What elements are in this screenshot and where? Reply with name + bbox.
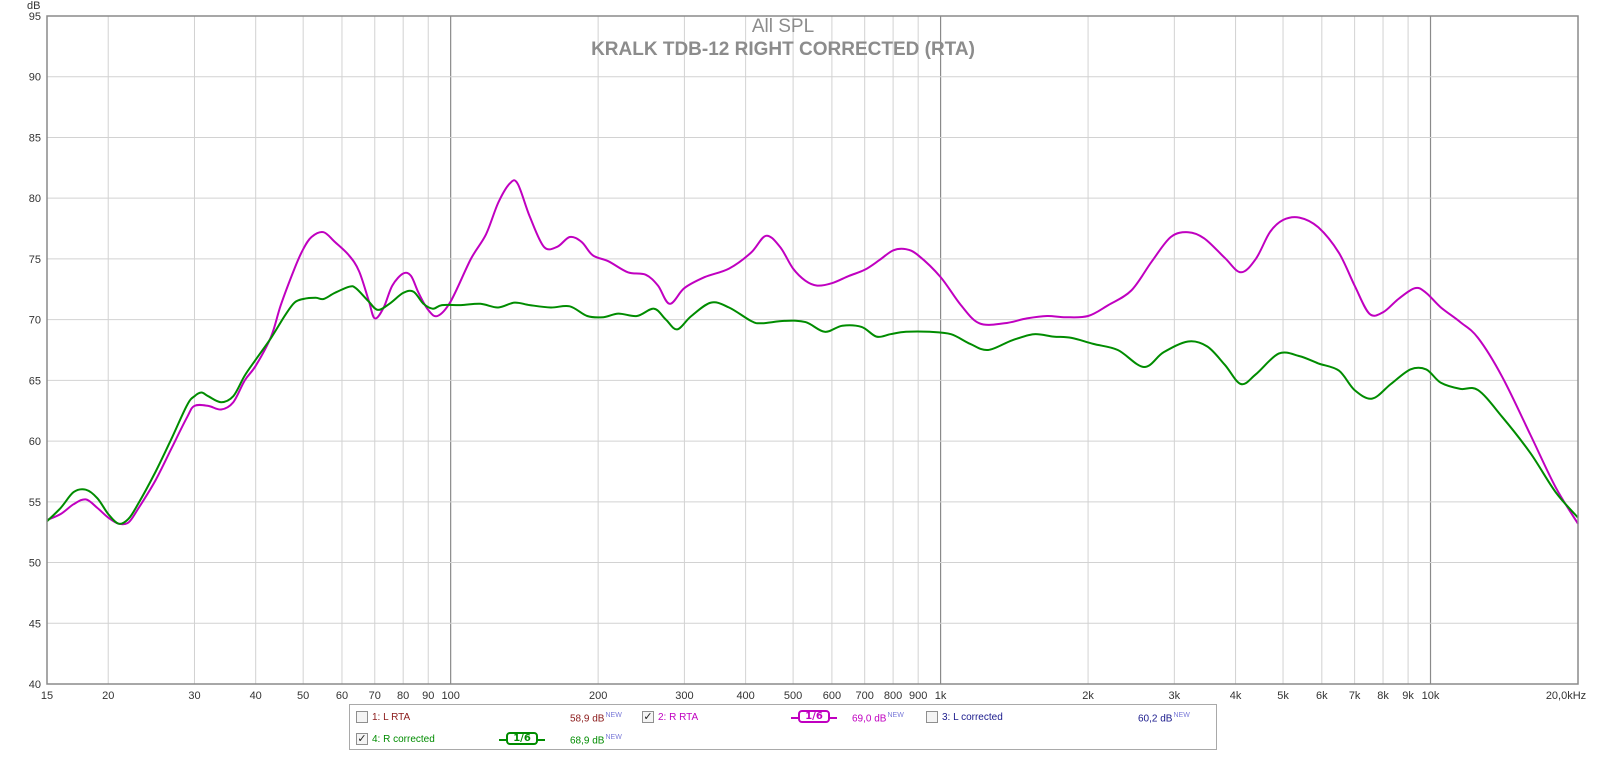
y-axis-label: dB [27,0,40,12]
y-tick-label: 95 [29,11,41,23]
x-tick-label: 600 [823,690,841,702]
x-tick-label: 9k [1402,690,1414,702]
chart-subtitle: KRALK TDB-12 RIGHT CORRECTED (RTA) [591,39,975,60]
x-tick-label: 50 [297,690,309,702]
x-tick-label: 15 [41,690,53,702]
x-tick-label: 5k [1277,690,1289,702]
legend-value: 68,9 dBNEW [570,734,622,747]
y-tick-label: 90 [29,72,41,84]
x-tick-label: 8k [1377,690,1389,702]
x-tick-label: 400 [736,690,754,702]
legend-smoothing-badge[interactable]: 1/6 [506,732,538,745]
x-tick-label: 30 [188,690,200,702]
x-tick-label: 70 [369,690,381,702]
legend-value: 69,0 dBNEW [852,712,904,725]
series-line-r-rta [46,179,1579,526]
y-tick-label: 55 [29,497,41,509]
series-line-r-corrected [46,285,1579,525]
y-tick-label: 45 [29,618,41,630]
x-tick-label: 3k [1169,690,1181,702]
x-tick-label: 200 [589,690,607,702]
x-tick-label: 700 [856,690,874,702]
legend-label: 2: R RTA [658,712,699,723]
x-tick-label: 900 [909,690,927,702]
legend-checkbox-r-corrected[interactable]: ✓ [356,732,368,745]
y-tick-label: 50 [29,558,41,570]
x-tick-label: 40 [250,690,262,702]
legend-label: 3: L corrected [942,712,1003,723]
y-tick-label: 65 [29,375,41,387]
y-tick-label: 40 [29,679,41,691]
legend-label: 4: R corrected [372,734,435,745]
x-tick-label: 100 [441,690,459,702]
x-tick-label: 800 [884,690,902,702]
chart-title: All SPL [752,16,814,37]
y-tick-label: 70 [29,315,41,327]
x-tick-label: 60 [336,690,348,702]
legend-checkbox-l-rta[interactable] [356,711,368,723]
x-tick-label: 7k [1349,690,1361,702]
x-tick-label: 10k [1422,690,1440,702]
x-tick-label: 4k [1230,690,1242,702]
plot-area-border [46,15,1579,685]
x-tick-label: 1k [935,690,947,702]
x-tick-label: 2k [1082,690,1094,702]
x-tick-label: 6k [1316,690,1328,702]
y-tick-label: 75 [29,254,41,266]
tick-labels: 40 45 50 55 60 65 70 75 80 85 90 95 15 20 30 40 50 60 70 80… [29,11,1586,702]
legend-value: 60,2 dBNEW [1138,712,1190,725]
legend: 1: L RTA 58,9 dBNEW ✓ 2: R RTA 1/6 69,0 … [349,704,1217,750]
x-tick-label: 80 [397,690,409,702]
y-tick-label: 85 [29,132,41,144]
legend-smoothing-badge[interactable]: 1/6 [798,710,830,723]
legend-checkbox-l-corrected[interactable] [926,711,938,723]
legend-label: 1: L RTA [372,712,411,723]
legend-value: 58,9 dBNEW [570,712,622,725]
x-tick-label: 20 [102,690,114,702]
series-lines [46,179,1579,526]
legend-checkbox-r-rta[interactable]: ✓ [642,710,654,723]
y-tick-label: 80 [29,193,41,205]
x-tick-label: 90 [422,690,434,702]
x-tick-label: 300 [675,690,693,702]
x-tick-label: 20,0kHz [1546,690,1586,702]
x-tick-label: 500 [784,690,802,702]
y-tick-label: 60 [29,436,41,448]
